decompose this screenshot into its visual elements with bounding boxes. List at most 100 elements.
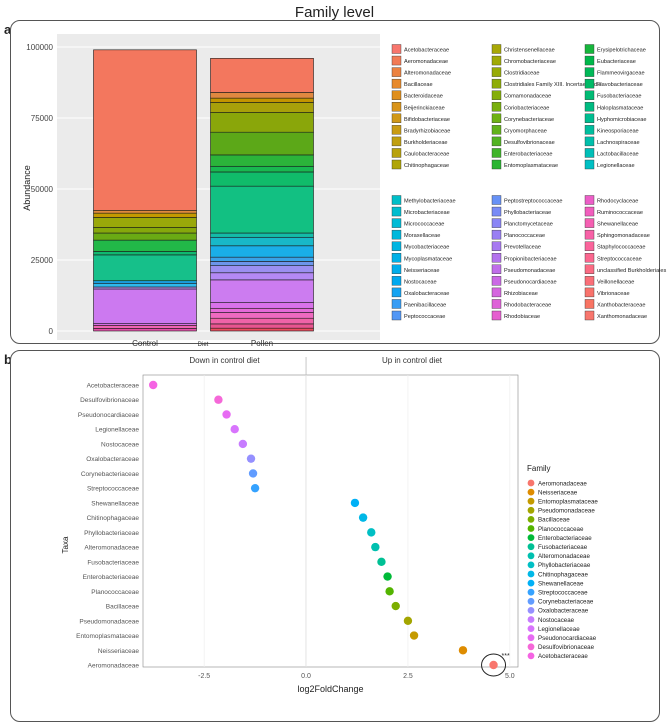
legend-marker [527,479,535,487]
x-tick-label: 2.5 [403,673,413,680]
legend-swatch [391,287,402,298]
legend-label: Planococcaceae [504,233,545,239]
legend-marker [527,652,535,660]
legend-label: Neisseriaceae [404,268,439,274]
legend-label: Lachnospiraceae [597,140,640,146]
y-tick-label: 50000 [31,185,54,194]
bar-segment [210,312,314,319]
legend-marker [527,497,535,505]
legend-swatch [491,67,502,77]
legend-swatch [391,136,402,147]
y-tick-label: Entomoplasmataceae [76,633,139,640]
legend-swatch [391,113,402,124]
bar-segment [210,97,314,103]
legend-swatch [391,310,402,321]
legend-swatch [584,310,595,321]
legend-swatch [391,102,402,112]
data-point [238,439,248,449]
legend-swatch [491,229,502,240]
bar-segment [210,245,314,258]
legend-marker [527,561,535,569]
legend-marker [527,625,535,632]
legend-swatch [491,148,502,158]
legend-swatch [584,159,595,170]
legend-marker [527,634,535,642]
legend-label: Rhodobacteraceae [504,302,551,308]
legend-label: Nostocaceae [404,279,437,285]
data-point [489,660,498,670]
y-tick-label: Legionellaceae [95,427,139,434]
bar-segment [210,256,314,262]
legend-label: Corynebacteriaceae [538,599,594,606]
data-point [371,542,380,552]
legend-label: Phyllobacteriaceae [504,210,551,216]
bar-segment [210,131,314,156]
legend-label: Bifidobacteriaceae [404,117,450,123]
legend-marker [527,525,535,532]
significance-annotation: *** [502,653,510,660]
legend-label: Pseudonocardiaceae [504,279,557,285]
legend-label: Rhodocyclaceae [597,199,638,205]
legend-swatch [391,78,402,89]
y-tick-label: Streptococcaceae [87,486,139,493]
legend-swatch [491,102,502,112]
bar-segment [93,280,197,284]
legend-swatch [391,218,402,228]
legend-marker [527,597,535,605]
legend-label: Alteromonadaceae [404,71,451,77]
bar-segment [210,58,314,93]
bar-segment [93,210,197,214]
legend-swatch [391,148,402,158]
legend-label: Caulobacteraceae [404,151,449,157]
facet-label-down: Down in control diet [189,356,260,365]
legend-swatch [491,113,502,124]
legend-swatch [584,218,595,228]
legend-label: Bacillaceae [538,517,570,524]
legend-swatch [584,195,595,205]
legend-title: Family [527,464,551,473]
legend-label: Clostridiaceae [504,71,539,77]
legend-label: Nostocaceae [538,617,575,624]
legend-label: Lactobacillaceae [597,151,639,157]
legend-label: Desulfovibrionaceae [504,140,555,146]
legend-label: Planctomycetaceae [504,222,553,228]
legend-label: Planococcaceae [538,526,584,533]
legend-label: Comamonadaceae [504,94,551,100]
legend-marker [527,579,535,587]
data-point [246,454,256,463]
bar-segment [210,323,314,329]
data-point [391,601,400,611]
bar-segment [210,165,314,173]
legend-label: Aeromonadaceae [538,480,587,487]
legend-label: Mycobacteriaceae [404,245,449,251]
legend-label: Ruminococcaceae [597,210,643,216]
y-tick-label: Alteromonadaceae [84,545,139,552]
legend-label: Oxalobacteraceae [404,291,449,297]
bar-segment [210,307,314,313]
data-point [350,498,360,508]
y-tick-label: Neisseriaceae [98,648,140,655]
legend-label: Eubacteriaceae [597,59,636,65]
plot-panel [142,374,519,668]
bar-segment [210,102,314,113]
legend-label: unclassified Burkholderiales [597,268,667,274]
legend-label: Erysipelotrichaceae [597,48,646,54]
legend-label: Entomoplasmataceae [504,163,558,169]
legend-swatch [491,159,502,170]
legend-label: Propionibacteriaceae [504,256,557,262]
y-tick-label: Bacillaceae [106,604,140,611]
legend-swatch [391,125,402,135]
legend-swatch [584,264,595,274]
legend-label: Pseudomonadaceae [504,268,555,274]
legend-marker [527,588,535,596]
y-axis-label: Taxa [61,536,70,553]
legend-label: Streptococcaceae [538,590,588,597]
legend-swatch [584,78,595,89]
y-tick-label: Nostocaceae [101,441,139,448]
legend-swatch [584,299,595,309]
legend-label: Beijerinckiaceae [404,105,445,111]
data-point [148,380,158,390]
legend-swatch [584,287,595,298]
legend-marker [527,516,535,523]
legend-swatch [584,44,595,54]
